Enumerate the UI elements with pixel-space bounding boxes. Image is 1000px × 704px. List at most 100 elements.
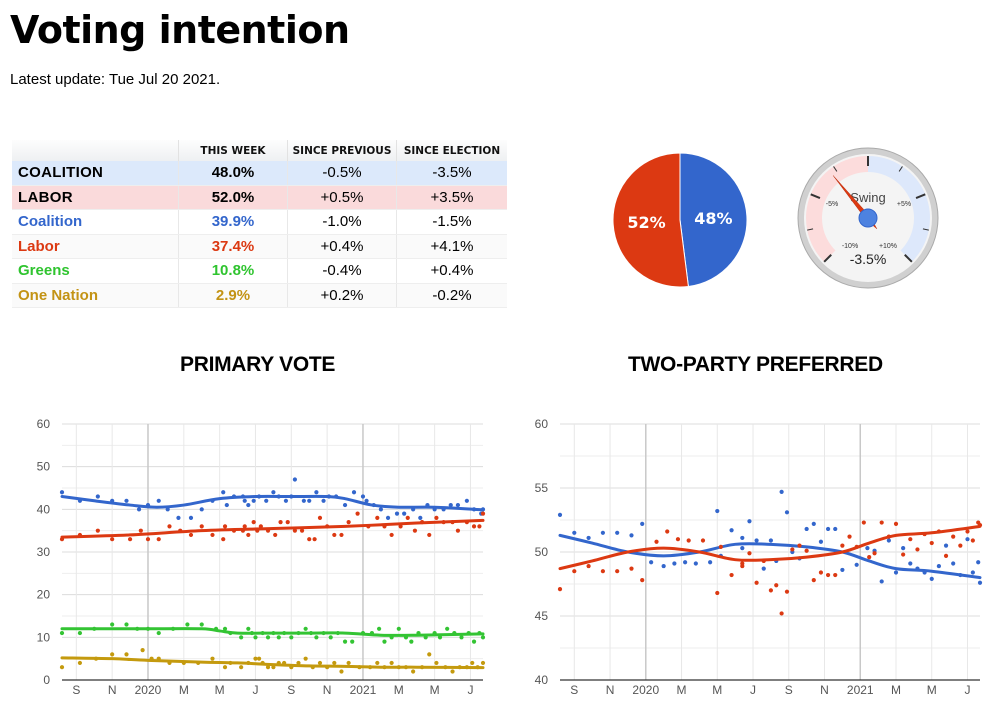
data-point-coalition bbox=[840, 567, 845, 573]
data-point-coalition bbox=[708, 560, 713, 565]
pie-label-coalition: 48% bbox=[694, 209, 732, 228]
data-point-coalition bbox=[740, 535, 745, 541]
data-point-labor bbox=[847, 534, 852, 539]
data-point-labor bbox=[804, 548, 809, 553]
data-point-coalition bbox=[385, 515, 391, 520]
series-labor bbox=[59, 511, 486, 542]
summary-row-one-nation: One Nation 2.9% +0.2% -0.2% bbox=[12, 283, 507, 308]
gauge-tick-label: +5% bbox=[897, 201, 911, 208]
data-point-labor bbox=[127, 537, 133, 542]
data-point-coalition bbox=[615, 530, 620, 535]
data-point-labor bbox=[872, 551, 877, 556]
tpp-chart: 40 45 50 55 60 S N 2020 M M J S N 2021 M M J bbox=[535, 417, 983, 697]
data-point-coalition bbox=[188, 515, 194, 520]
data-point-coalition bbox=[572, 530, 577, 535]
since-election-value: -0.2% bbox=[396, 283, 507, 308]
x-tick-label: J bbox=[964, 683, 970, 697]
data-point-greens bbox=[124, 622, 129, 627]
data-point-coalition bbox=[970, 570, 975, 575]
data-point-greens bbox=[480, 635, 486, 640]
data-point-labor bbox=[95, 528, 100, 533]
data-point-one-nation bbox=[110, 652, 115, 657]
data-point-coalition bbox=[455, 502, 461, 508]
party-label: Greens bbox=[12, 258, 179, 284]
gauge-tick bbox=[922, 228, 929, 231]
header-since-election: SINCE ELECTION bbox=[396, 140, 507, 161]
data-point-labor bbox=[292, 528, 297, 533]
data-point-labor bbox=[867, 555, 872, 560]
data-point-labor bbox=[754, 580, 759, 585]
party-label: COALITION bbox=[12, 161, 179, 186]
data-point-coalition bbox=[640, 521, 645, 526]
data-point-coalition bbox=[865, 546, 870, 551]
data-point-one-nation bbox=[411, 669, 416, 674]
series-one-nation bbox=[59, 648, 486, 674]
since-election-value: +4.1% bbox=[396, 234, 507, 259]
y-tick-label: 0 bbox=[43, 673, 50, 687]
data-point-one-nation bbox=[480, 660, 486, 666]
data-point-greens bbox=[185, 622, 190, 627]
since-election-value: -1.5% bbox=[396, 209, 507, 235]
data-point-one-nation bbox=[140, 648, 145, 653]
since-previous-value: -0.5% bbox=[287, 161, 397, 186]
series-labor bbox=[557, 520, 983, 616]
data-point-labor bbox=[145, 537, 151, 542]
gauge-tick-label: -5% bbox=[826, 201, 838, 208]
data-point-labor bbox=[686, 538, 691, 543]
y-tick-label: 30 bbox=[37, 545, 51, 559]
data-point-labor bbox=[167, 524, 172, 529]
data-point-coalition bbox=[271, 490, 276, 495]
gauge-band-positive bbox=[868, 156, 930, 262]
this-week-value: 37.4% bbox=[178, 234, 288, 259]
data-point-labor bbox=[222, 524, 228, 529]
data-point-labor bbox=[825, 572, 831, 578]
data-point-coalition bbox=[754, 538, 759, 543]
data-point-labor bbox=[665, 529, 670, 534]
data-point-labor bbox=[768, 588, 773, 593]
data-point-greens bbox=[445, 626, 450, 631]
since-previous-value: -1.0% bbox=[287, 209, 397, 235]
data-point-one-nation bbox=[77, 660, 83, 666]
gauge-title: Swing bbox=[850, 190, 885, 205]
data-point-coalition bbox=[364, 498, 369, 503]
data-point-coalition bbox=[351, 490, 357, 495]
x-tick-label: S bbox=[72, 683, 80, 697]
since-previous-value: +0.4% bbox=[287, 234, 397, 259]
trend-line-one-nation bbox=[60, 656, 485, 670]
data-point-labor bbox=[797, 543, 802, 548]
data-point-labor bbox=[893, 521, 899, 526]
data-point-coalition bbox=[951, 561, 956, 566]
data-point-coalition bbox=[600, 530, 605, 535]
data-point-greens bbox=[110, 622, 115, 627]
data-point-greens bbox=[77, 630, 83, 636]
data-point-coalition bbox=[156, 498, 161, 503]
this-week-value: 10.8% bbox=[178, 258, 288, 284]
data-point-greens bbox=[342, 639, 348, 644]
party-label: LABOR bbox=[12, 185, 179, 210]
x-tick-label: M bbox=[712, 683, 722, 697]
data-point-coalition bbox=[693, 561, 698, 566]
data-point-greens bbox=[289, 635, 294, 640]
data-point-greens bbox=[199, 622, 204, 627]
x-tick-label: M bbox=[430, 683, 440, 697]
data-point-coalition bbox=[784, 510, 790, 515]
header-party bbox=[12, 140, 179, 161]
tpp-pie-chart: 48% 52% bbox=[612, 152, 748, 288]
data-point-coalition bbox=[761, 566, 766, 571]
y-tick-label: 55 bbox=[535, 481, 549, 495]
data-point-labor bbox=[285, 520, 290, 525]
party-label: Labor bbox=[12, 234, 179, 259]
data-point-greens bbox=[246, 626, 251, 631]
data-point-labor bbox=[471, 524, 477, 529]
data-point-coalition bbox=[418, 515, 423, 520]
data-point-coalition bbox=[292, 477, 297, 482]
data-point-labor bbox=[110, 537, 115, 542]
data-point-coalition bbox=[136, 507, 142, 512]
data-point-coalition bbox=[683, 560, 688, 565]
data-point-labor bbox=[477, 524, 482, 529]
data-point-labor bbox=[908, 537, 913, 542]
data-point-one-nation bbox=[434, 660, 439, 666]
since-election-value: -3.5% bbox=[396, 161, 507, 186]
data-point-one-nation bbox=[317, 660, 323, 666]
data-point-labor bbox=[700, 538, 706, 543]
